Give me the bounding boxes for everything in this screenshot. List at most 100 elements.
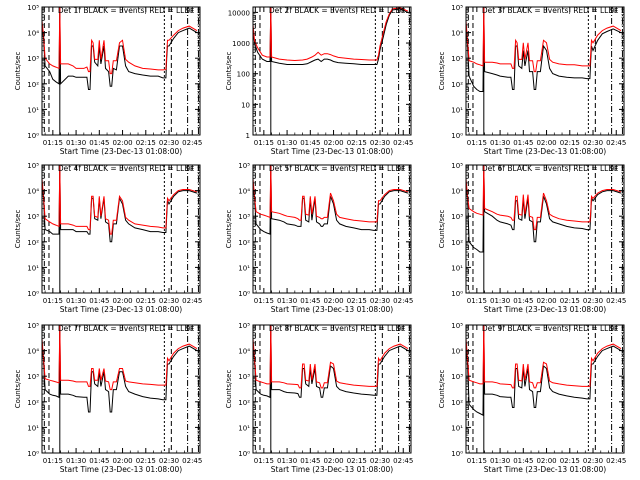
series-group bbox=[466, 325, 622, 417]
lld-series-line bbox=[42, 165, 198, 235]
x-tick-label: 02:15 bbox=[136, 139, 156, 147]
y-tick-label: 10² bbox=[451, 239, 463, 247]
y-tick-label: 10² bbox=[238, 399, 250, 407]
panel-title: Det 9f BLACK = Events, RED = LLD bbox=[482, 324, 615, 333]
series-group bbox=[466, 165, 622, 253]
x-axis-label: Start Time (23-Dec-13 01:08:00) bbox=[271, 465, 393, 474]
x-tick-label: 01:30 bbox=[277, 297, 297, 305]
y-tick-label: 10⁴ bbox=[238, 188, 250, 196]
x-tick-label: 02:00 bbox=[112, 297, 132, 305]
x-tick-label: 01:45 bbox=[300, 139, 320, 147]
y-tick-label: 10⁰ bbox=[451, 450, 463, 458]
detector-panel: 10⁰ 10¹ 10² 10³ 10⁴ 10⁵ 01:15 01:30 01:45 02:00 02… bbox=[225, 322, 413, 474]
x-tick-label: 01:15 bbox=[467, 457, 487, 465]
y-tick-label: 10³ bbox=[238, 213, 250, 221]
y-tick-label: 1 bbox=[246, 132, 250, 140]
y-tick-label: 10¹ bbox=[238, 264, 250, 272]
y-tick-label: 10⁴ bbox=[451, 188, 463, 196]
marker-label: SE bbox=[396, 165, 405, 173]
y-axis-label: Counts/sec bbox=[225, 52, 233, 91]
y-axis-label: Counts/sec bbox=[438, 210, 446, 249]
lld-series-line bbox=[253, 325, 409, 389]
x-tick-label: 01:45 bbox=[513, 457, 533, 465]
x-tick-label: 02:30 bbox=[583, 139, 603, 147]
x-tick-label: 02:30 bbox=[583, 297, 603, 305]
events-series-line bbox=[253, 7, 409, 65]
events-series-line bbox=[466, 7, 622, 92]
plot-frame bbox=[41, 164, 201, 294]
y-tick-label: 10¹ bbox=[27, 264, 39, 272]
y-axis-label: Counts/sec bbox=[14, 210, 22, 249]
y-tick-label: 1000 bbox=[232, 40, 250, 48]
x-tick-label: 02:15 bbox=[560, 139, 580, 147]
x-tick-label: 01:30 bbox=[490, 139, 510, 147]
x-tick-label: 01:15 bbox=[467, 139, 487, 147]
x-tick-label: 02:15 bbox=[136, 297, 156, 305]
x-axis-label: Start Time (23-Dec-13 01:08:00) bbox=[60, 147, 182, 156]
y-axis-label: Counts/sec bbox=[14, 52, 22, 91]
x-tick-label: 01:45 bbox=[300, 297, 320, 305]
series-group bbox=[253, 165, 409, 235]
x-tick-label: 01:15 bbox=[43, 139, 63, 147]
x-tick-label: 02:45 bbox=[606, 139, 626, 147]
plot-frame bbox=[41, 6, 201, 136]
x-axis-label: Start Time (23-Dec-13 01:08:00) bbox=[60, 465, 182, 474]
y-tick-label: 10⁵ bbox=[27, 322, 39, 330]
x-tick-label: 02:30 bbox=[370, 457, 390, 465]
x-tick-label: 02:00 bbox=[323, 139, 343, 147]
x-axis-label: Start Time (23-Dec-13 01:08:00) bbox=[484, 465, 606, 474]
y-tick-label: 10¹ bbox=[238, 424, 250, 432]
x-tick-label: 02:00 bbox=[536, 139, 556, 147]
y-tick-label: 10⁰ bbox=[238, 450, 250, 458]
x-tick-label: 02:15 bbox=[347, 297, 367, 305]
x-tick-label: 01:45 bbox=[300, 457, 320, 465]
x-tick-label: 02:15 bbox=[347, 457, 367, 465]
marker-label: SE bbox=[185, 7, 194, 15]
panel-title: Det 6f BLACK = Events, RED = LLD bbox=[482, 164, 615, 173]
x-tick-label: 02:00 bbox=[323, 457, 343, 465]
y-tick-label: 10⁴ bbox=[238, 348, 250, 356]
plot-frame bbox=[252, 164, 412, 294]
x-tick-label: 02:30 bbox=[159, 457, 179, 465]
x-tick-label: 01:30 bbox=[490, 457, 510, 465]
panel-title: Det 5f BLACK = Events, RED = LLD bbox=[269, 164, 402, 173]
y-tick-label: 10⁵ bbox=[451, 322, 463, 330]
y-tick-label: 10000 bbox=[228, 9, 250, 17]
events-series-line bbox=[253, 165, 409, 235]
detector-panel: 1 10 100 1000 10000 01:15 01:30 01:45 02:00 02:15… bbox=[225, 6, 413, 156]
marker-label: SE bbox=[185, 325, 194, 333]
x-tick-label: 02:00 bbox=[112, 139, 132, 147]
y-tick-label: 10⁵ bbox=[27, 4, 39, 12]
x-tick-label: 01:15 bbox=[254, 297, 274, 305]
x-tick-label: 02:15 bbox=[347, 139, 367, 147]
y-tick-label: 10⁰ bbox=[27, 450, 39, 458]
detector-panel: 10⁰ 10¹ 10² 10³ 10⁴ 10⁵ 01:15 01:30 01:45 02:00 02… bbox=[438, 4, 626, 156]
plot-frame bbox=[41, 324, 201, 454]
x-tick-label: 02:45 bbox=[182, 297, 202, 305]
x-tick-label: 01:30 bbox=[277, 139, 297, 147]
x-tick-label: 02:45 bbox=[393, 457, 413, 465]
panel-title: Det 7f BLACK = Events, RED = LLD bbox=[58, 324, 191, 333]
marker-label: SE bbox=[396, 7, 405, 15]
x-tick-label: 02:00 bbox=[536, 297, 556, 305]
y-tick-label: 10⁵ bbox=[27, 162, 39, 170]
detector-panel: 10⁰ 10¹ 10² 10³ 10⁴ 10⁵ 01:15 01:30 01:45 02:00 02… bbox=[14, 162, 202, 314]
marker-label: SE bbox=[609, 7, 618, 15]
x-tick-label: 02:00 bbox=[536, 457, 556, 465]
x-tick-label: 02:45 bbox=[393, 297, 413, 305]
events-series-line bbox=[42, 7, 198, 90]
detector-panel: 10⁰ 10¹ 10² 10³ 10⁴ 10⁵ 01:15 01:30 01:45 02:00 02… bbox=[438, 322, 626, 474]
marker-label: SE bbox=[396, 325, 405, 333]
plot-frame bbox=[465, 324, 625, 454]
x-tick-label: 02:15 bbox=[560, 457, 580, 465]
x-tick-label: 02:45 bbox=[182, 457, 202, 465]
y-tick-label: 10¹ bbox=[27, 424, 39, 432]
x-tick-label: 01:15 bbox=[43, 297, 63, 305]
x-tick-label: 02:15 bbox=[136, 457, 156, 465]
x-tick-label: 02:30 bbox=[583, 457, 603, 465]
x-tick-label: 01:45 bbox=[89, 139, 109, 147]
events-series-line bbox=[253, 325, 409, 399]
x-tick-label: 02:45 bbox=[182, 139, 202, 147]
x-tick-label: 02:45 bbox=[606, 297, 626, 305]
x-tick-label: 01:30 bbox=[277, 457, 297, 465]
